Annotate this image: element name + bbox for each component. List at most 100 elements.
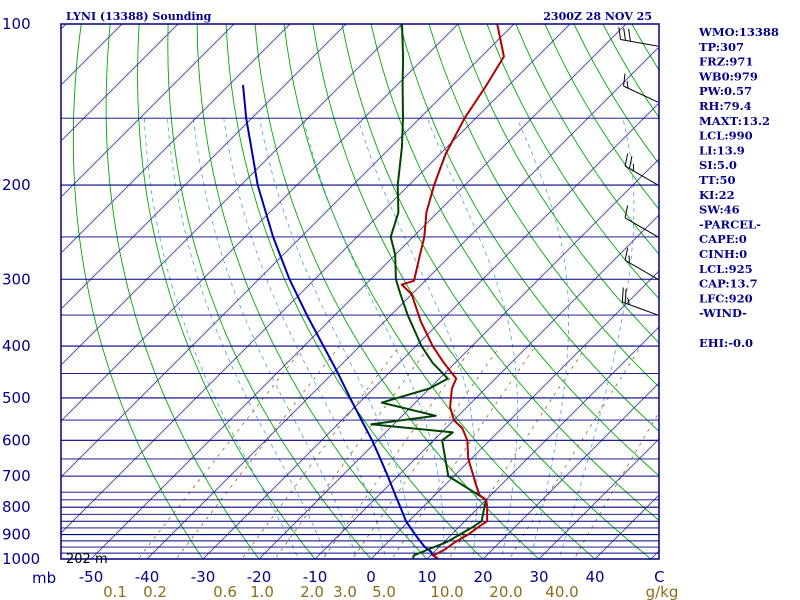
mixing-ratio-label: 1.0: [250, 583, 274, 600]
isotherm: [146, 46, 659, 559]
pressure-tick-label: 200: [2, 176, 31, 194]
isotherm: [258, 158, 659, 559]
station-elevation: 202 m: [66, 552, 108, 567]
isotherm: [90, 24, 627, 559]
pressure-tick-label: 500: [2, 389, 31, 407]
mixing-ratio-label: 0.6: [213, 583, 237, 600]
isotherm: [61, 24, 347, 310]
isotherm: [370, 270, 659, 559]
mixing-ratio-label: 0.1: [103, 583, 127, 600]
sounding-time: 2300Z 28 NOV 25: [543, 10, 652, 23]
index-value: LI:13.9: [699, 143, 745, 157]
index-value: LCL:925: [699, 262, 753, 276]
wind-barb: [618, 26, 659, 47]
sounding-profiles: [242, 24, 505, 559]
wind-barbs: [618, 26, 659, 316]
isotherm: [538, 438, 659, 559]
temperature-tick-label: 20: [473, 568, 492, 586]
index-value: LCL:990: [699, 129, 753, 143]
wind-barb: [621, 287, 659, 316]
temperature-tick-label: -30: [191, 568, 216, 586]
dry-adiabat: [196, 24, 428, 559]
mixing-ratio-label: 0.2: [143, 583, 167, 600]
index-value: MAXT:13.2: [699, 114, 770, 128]
temperature-tick-label: -40: [135, 568, 160, 586]
mixing-ratio-label: 40.0: [545, 583, 578, 600]
pressure-tick-label: 400: [2, 337, 31, 355]
plot-border: [60, 23, 660, 560]
pressure-unit-label: mb: [32, 569, 56, 587]
pressure-tick-label: 600: [2, 431, 31, 449]
pressure-tick-label: 800: [2, 498, 31, 516]
pressure-tick-label: 1000: [2, 550, 40, 568]
isotherm: [61, 24, 291, 254]
wind-barb: [624, 205, 659, 238]
mixing-ratio-line: [352, 345, 501, 559]
index-value: PW:0.57: [699, 84, 752, 98]
dry-adiabat: [515, 24, 659, 255]
index-value: KI:22: [699, 188, 735, 202]
wind-barb: [624, 247, 659, 280]
isotherm: [314, 214, 659, 559]
isotherm: [61, 24, 179, 142]
dry-adiabat: [254, 24, 540, 559]
index-value: RH:79.4: [699, 99, 752, 113]
temperature-tick-label: 30: [529, 568, 548, 586]
wind-barb: [623, 73, 659, 103]
dry-adiabat: [486, 24, 659, 300]
mixing-ratio-line: [322, 345, 474, 559]
dry-adiabat: [399, 24, 659, 432]
mixing-ratio-label: 2.0: [300, 583, 324, 600]
index-value: SI:5.0: [699, 158, 737, 172]
isotherm: [202, 102, 659, 559]
dry-adiabat: [72, 24, 204, 559]
pressure-tick-label: 700: [2, 467, 31, 485]
mixing-ratio-label: 20.0: [489, 583, 522, 600]
isotherm: [61, 24, 515, 478]
temperature-tick-label: 10: [417, 568, 436, 586]
index-value: -PARCEL-: [699, 217, 761, 231]
index-value: WB0:979: [698, 69, 758, 83]
index-value: WMO:13388: [698, 25, 779, 39]
index-value: SW:46: [699, 203, 740, 217]
station-title: LYNI (13388) Sounding: [66, 10, 212, 23]
pressure-tick-label: 100: [2, 15, 31, 33]
temperature-profile: [400, 24, 505, 559]
mixing-ratio-label: 5.0: [372, 583, 396, 600]
temperature-tick-label: 40: [585, 568, 604, 586]
dry-adiabat: [225, 24, 484, 559]
index-value: TT:50: [699, 173, 736, 187]
mixing-ratio-label: g/kg: [646, 583, 679, 600]
temperature-tick-label: -20: [247, 568, 272, 586]
mixing-ratio-line: [391, 345, 536, 559]
dry-adiabat: [312, 24, 652, 559]
isotherm: [61, 24, 403, 366]
dry-adiabat: [105, 24, 260, 559]
mixing-ratio-line: [573, 411, 659, 559]
index-value: LFC:920: [699, 291, 753, 305]
index-value: CAPE:0: [699, 232, 747, 246]
mixing-ratio-line: [241, 345, 400, 559]
temperature-tick-label: C: [654, 568, 664, 586]
isotherm: [482, 382, 659, 559]
index-value: FRZ:971: [699, 55, 753, 69]
pressure-tick-label: 300: [2, 270, 31, 288]
mixing-ratio-line: [448, 345, 587, 559]
mixing-ratio-label: 10.0: [430, 583, 463, 600]
indices-panel: WMO:13388TP:307FRZ:971WB0:979PW:0.57RH:7…: [698, 25, 779, 350]
dry-adiabat: [370, 24, 659, 477]
isotherm: [61, 24, 459, 422]
pressure-tick-label: 900: [2, 526, 31, 544]
dewpoint-profile: [370, 24, 488, 559]
isotherm: [61, 24, 235, 198]
isotherm: [426, 326, 659, 559]
dry-adiabat: [428, 24, 659, 388]
index-value: TP:307: [699, 40, 744, 54]
wind-barb: [624, 153, 659, 186]
index-value: EHI:-0.0: [699, 336, 753, 350]
parcel-trace: [242, 84, 439, 559]
axes: 100 200 300 400 500 600 700 800 900 1000 -50 -40 -30…: [2, 15, 678, 600]
temperature-tick-label: -10: [303, 568, 328, 586]
temperature-tick-label: -50: [79, 568, 104, 586]
